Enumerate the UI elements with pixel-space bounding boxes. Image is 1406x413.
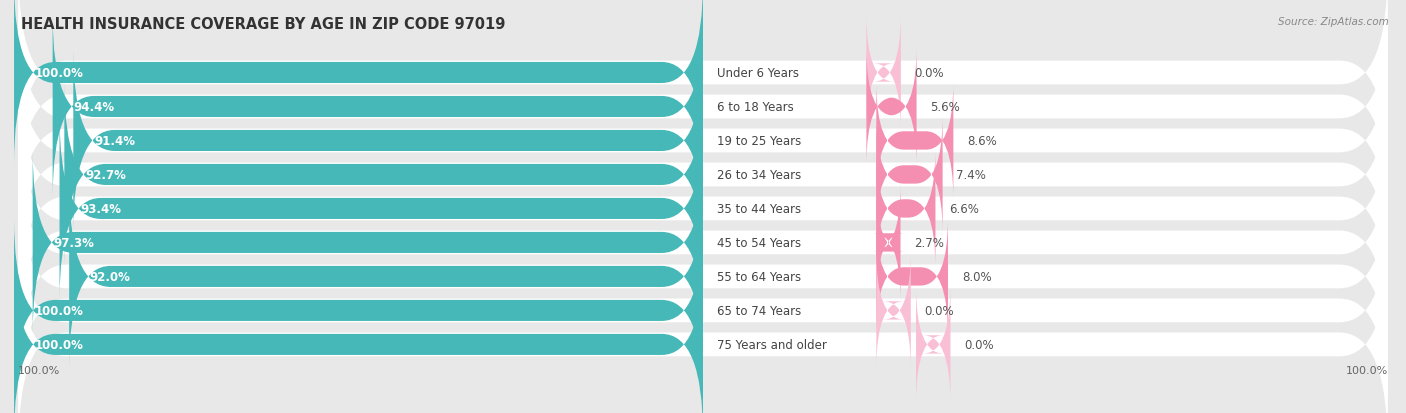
Text: 8.0%: 8.0% (962, 270, 991, 283)
FancyBboxPatch shape (14, 0, 703, 164)
Text: Source: ZipAtlas.com: Source: ZipAtlas.com (1278, 17, 1389, 26)
FancyBboxPatch shape (52, 16, 703, 198)
Text: 100.0%: 100.0% (35, 304, 83, 317)
Text: 91.4%: 91.4% (94, 135, 135, 147)
FancyBboxPatch shape (18, 136, 1388, 350)
Text: 6.6%: 6.6% (949, 202, 979, 216)
Text: 93.4%: 93.4% (80, 202, 121, 216)
FancyBboxPatch shape (876, 116, 942, 234)
Text: 94.4%: 94.4% (73, 101, 114, 114)
FancyBboxPatch shape (866, 14, 901, 132)
Text: 0.0%: 0.0% (965, 338, 994, 351)
Text: 75 Years and older: 75 Years and older (717, 338, 827, 351)
FancyBboxPatch shape (18, 170, 1388, 384)
Text: 0.0%: 0.0% (925, 304, 955, 317)
Text: 100.0%: 100.0% (1346, 365, 1388, 375)
Text: 100.0%: 100.0% (18, 365, 60, 375)
Text: 100.0%: 100.0% (35, 67, 83, 80)
FancyBboxPatch shape (32, 152, 703, 334)
Text: 0.0%: 0.0% (915, 67, 945, 80)
FancyBboxPatch shape (18, 0, 1388, 214)
FancyBboxPatch shape (18, 238, 1388, 413)
FancyBboxPatch shape (876, 218, 948, 335)
Text: 8.6%: 8.6% (967, 135, 997, 147)
FancyBboxPatch shape (18, 204, 1388, 413)
Text: 6 to 18 Years: 6 to 18 Years (717, 101, 793, 114)
Text: 5.6%: 5.6% (931, 101, 960, 114)
Text: 45 to 54 Years: 45 to 54 Years (717, 236, 801, 249)
FancyBboxPatch shape (18, 0, 1388, 180)
FancyBboxPatch shape (14, 253, 703, 413)
FancyBboxPatch shape (18, 34, 1388, 248)
FancyBboxPatch shape (876, 252, 911, 369)
Text: 7.4%: 7.4% (956, 169, 986, 181)
FancyBboxPatch shape (876, 83, 953, 200)
FancyBboxPatch shape (14, 219, 703, 402)
FancyBboxPatch shape (873, 184, 904, 301)
FancyBboxPatch shape (73, 50, 703, 233)
Text: 35 to 44 Years: 35 to 44 Years (717, 202, 801, 216)
Text: Under 6 Years: Under 6 Years (717, 67, 799, 80)
FancyBboxPatch shape (65, 84, 703, 266)
FancyBboxPatch shape (917, 286, 950, 403)
FancyBboxPatch shape (18, 102, 1388, 316)
Text: HEALTH INSURANCE COVERAGE BY AGE IN ZIP CODE 97019: HEALTH INSURANCE COVERAGE BY AGE IN ZIP … (21, 17, 506, 31)
FancyBboxPatch shape (59, 118, 703, 300)
Text: 97.3%: 97.3% (53, 236, 94, 249)
FancyBboxPatch shape (18, 68, 1388, 282)
Text: 100.0%: 100.0% (35, 338, 83, 351)
Text: 2.7%: 2.7% (914, 236, 945, 249)
FancyBboxPatch shape (69, 185, 703, 368)
FancyBboxPatch shape (876, 150, 935, 268)
Text: 55 to 64 Years: 55 to 64 Years (717, 270, 801, 283)
FancyBboxPatch shape (866, 49, 917, 166)
Text: 92.7%: 92.7% (84, 169, 127, 181)
Text: 19 to 25 Years: 19 to 25 Years (717, 135, 801, 147)
Text: 65 to 74 Years: 65 to 74 Years (717, 304, 801, 317)
Text: 26 to 34 Years: 26 to 34 Years (717, 169, 801, 181)
Text: 92.0%: 92.0% (90, 270, 131, 283)
